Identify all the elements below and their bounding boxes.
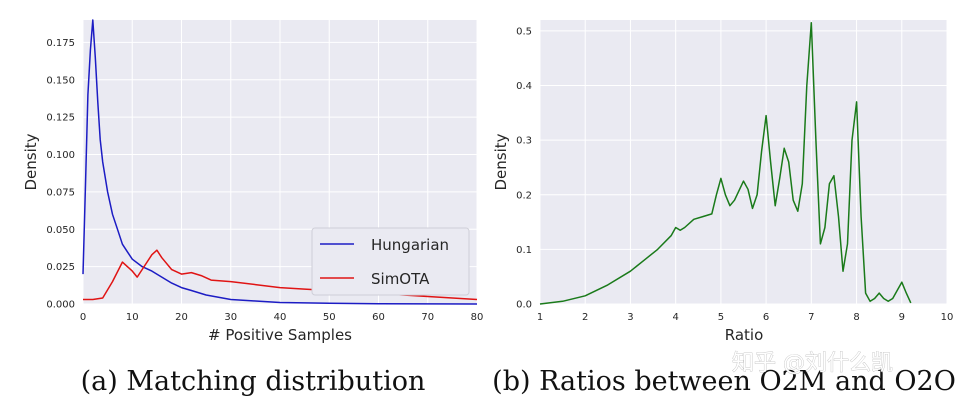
x-tick-label-right: 3: [627, 312, 633, 323]
x-tick-label-right: 7: [808, 312, 814, 323]
x-tick-label-left: 10: [126, 312, 139, 323]
x-tick-label-right: 6: [763, 312, 769, 323]
legend: Hungarian SimOTA: [311, 227, 470, 296]
plot-area-right: [540, 20, 947, 304]
legend-label-simota: SimOTA: [371, 270, 430, 288]
y-tick-label-left: 0.100: [46, 150, 75, 161]
y-tick-label-right: 0.0: [516, 300, 532, 311]
x-tick-label-right: 10: [941, 312, 954, 323]
x-axis-label-left: # Positive Samples: [208, 326, 352, 344]
tick-labels-left: 0 10 20 30 40 50 60 70 80 0.000 0.025 0.050 0.075 0.1…: [46, 38, 483, 323]
chart-matching-distribution: 0 10 20 30 40 50 60 70 80 0.000 0.025 0.050 0.075 0.1…: [22, 19, 483, 344]
x-axis-label-right: Ratio: [725, 326, 764, 344]
watermark: 知乎 @刘什么凯: [732, 351, 893, 376]
caption-left: (a) Matching distribution: [81, 366, 426, 397]
legend-label-hungarian: Hungarian: [371, 236, 449, 254]
x-tick-label-left: 50: [323, 312, 336, 323]
x-tick-label-right: 1: [537, 312, 543, 323]
y-axis-label-left: Density: [22, 133, 40, 190]
y-axis-label-right: Density: [492, 133, 510, 190]
series-line-hungarian: [82, 19, 478, 305]
y-tick-label-left: 0.150: [46, 75, 75, 86]
x-tick-label-right: 5: [718, 312, 724, 323]
y-tick-label-left: 0.125: [46, 113, 75, 124]
x-tick-label-right: 2: [582, 312, 588, 323]
y-tick-label-right: 0.3: [516, 136, 532, 147]
x-tick-label-left: 0: [80, 312, 86, 323]
x-tick-label-left: 70: [421, 312, 434, 323]
x-tick-label-right: 8: [853, 312, 859, 323]
y-tick-label-right: 0.4: [516, 81, 532, 92]
y-tick-label-left: 0.075: [46, 187, 75, 198]
x-tick-label-left: 60: [372, 312, 385, 323]
y-tick-label-left: 0.000: [46, 300, 75, 311]
x-tick-label-left: 80: [471, 312, 484, 323]
series-line-ratio: [539, 21, 912, 305]
series-lines-right: [539, 21, 912, 305]
tick-labels-right: 1 2 3 4 5 6 7 8 9 10 0.0 0.1 0.2 0.3 0.4 0.5: [516, 26, 953, 323]
x-tick-label-left: 30: [224, 312, 237, 323]
y-tick-label-right: 0.1: [516, 245, 532, 256]
y-tick-label-left: 0.175: [46, 38, 75, 49]
x-tick-label-right: 4: [672, 312, 678, 323]
caption-right: (b) Ratios between O2M and O2O: [492, 366, 956, 397]
gridlines-right: [539, 20, 948, 305]
x-tick-label-left: 40: [274, 312, 287, 323]
y-tick-label-left: 0.025: [46, 262, 75, 273]
y-tick-label-right: 0.5: [516, 26, 532, 37]
chart-ratio-distribution: 1 2 3 4 5 6 7 8 9 10 0.0 0.1 0.2 0.3 0.4 0.5 Ratio Dens…: [492, 20, 953, 344]
y-tick-label-right: 0.2: [516, 190, 532, 201]
x-tick-label-left: 20: [175, 312, 188, 323]
x-tick-label-right: 9: [899, 312, 905, 323]
y-tick-label-left: 0.050: [46, 225, 75, 236]
